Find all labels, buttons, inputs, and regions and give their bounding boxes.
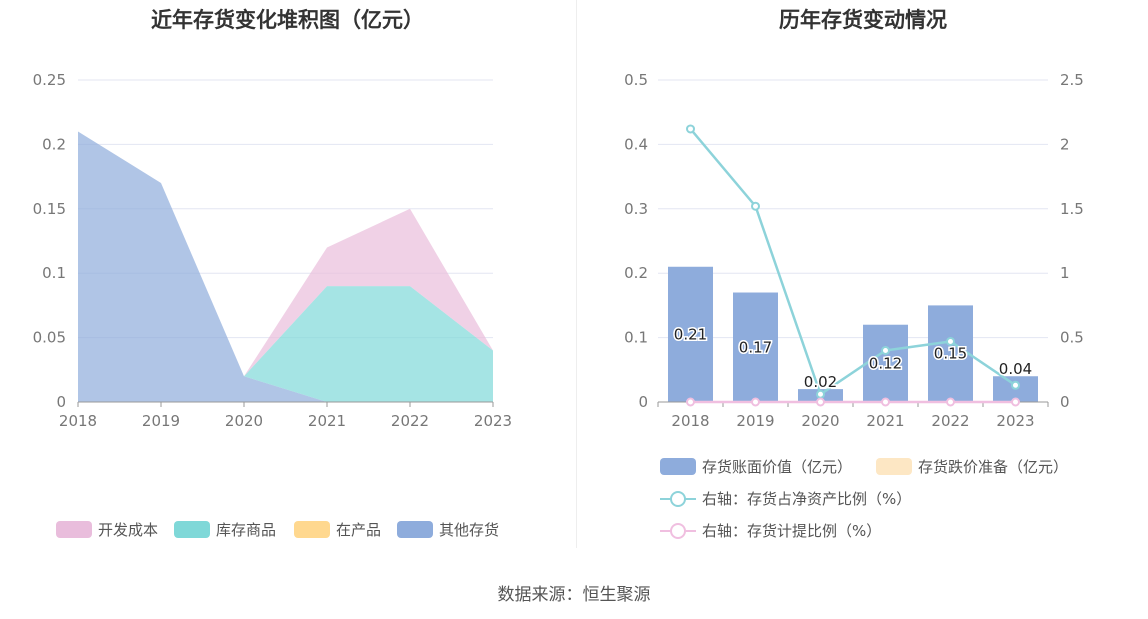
- area-series-3: [78, 131, 493, 377]
- y-tick-label: 0.1: [42, 264, 66, 282]
- x-tick-label: 2023: [474, 412, 512, 430]
- legend-swatch: [660, 490, 696, 507]
- x-tick-label: 2019: [736, 412, 774, 430]
- right-chart-title: 历年存货变动情况: [779, 8, 947, 32]
- line-point: [946, 397, 955, 407]
- bar: [733, 292, 778, 402]
- line-point: [946, 336, 955, 346]
- bar-line-chart: 0 0.1 0.2 0.3 0.4 0.5 0 0.5 1 1.5 2 2.5 2018 2019 2020…: [624, 71, 1084, 430]
- panel-divider: [576, 0, 577, 548]
- area-series-2: [78, 131, 493, 402]
- bar-value-label: 0.12: [869, 354, 902, 372]
- y2-tick-label: 2: [1060, 135, 1070, 153]
- legend-swatch: [660, 458, 696, 475]
- line-point: [751, 201, 760, 211]
- line-series-0: [689, 128, 1017, 397]
- legend-marker: [670, 523, 686, 539]
- bar-value-label: 0.15: [934, 345, 967, 363]
- legend-item[interactable]: 库存商品: [174, 519, 276, 540]
- y2-tick-label: 1: [1060, 264, 1070, 282]
- y2-tick-label: 0.5: [1060, 329, 1084, 347]
- x-tick-label: 2021: [866, 412, 904, 430]
- bar-value-label: 0.21: [674, 325, 707, 343]
- x-tick-label: 2023: [996, 412, 1034, 430]
- line-point: [686, 397, 695, 407]
- y-tick-label: 0.25: [33, 71, 66, 89]
- legend-label: 存货账面价值（亿元）: [702, 458, 853, 476]
- legend-swatch: [397, 521, 433, 538]
- bar: [668, 266, 713, 402]
- y-tick-label: 0.3: [624, 200, 648, 218]
- x-tick-label: 2018: [671, 412, 709, 430]
- line-point: [686, 124, 695, 134]
- x-tick-label: 2022: [391, 412, 429, 430]
- bar-value-label: 0.02: [804, 373, 837, 391]
- legend-swatch: [174, 521, 210, 538]
- y-tick-label: 0: [638, 393, 648, 411]
- line-point: [1011, 380, 1020, 390]
- y2-tick-label: 0: [1060, 393, 1070, 411]
- bar-line-chart-panel: 历年存货变动情况 0 0.1 0.2 0.3 0.4 0.5 0 0.5 1 1.5 2 2.5 201…: [578, 0, 1148, 560]
- legend-label: 其他存货: [439, 521, 500, 539]
- bar: [928, 305, 973, 402]
- legend-label: 右轴：存货占净资产比例（%）: [702, 490, 912, 508]
- bar: [863, 324, 908, 402]
- legend-item[interactable]: 右轴：存货占净资产比例（%）: [660, 488, 911, 509]
- x-tick-label: 2021: [308, 412, 346, 430]
- legend-label: 右轴：存货计提比例（%）: [702, 522, 882, 540]
- line-point: [1011, 397, 1020, 407]
- legend-label: 在产品: [336, 521, 382, 539]
- x-tick-label: 2018: [59, 412, 97, 430]
- y-tick-label: 0.1: [624, 329, 648, 347]
- legend-item[interactable]: 存货跌价准备（亿元）: [876, 456, 1068, 477]
- legend-item[interactable]: 右轴：存货计提比例（%）: [660, 520, 881, 541]
- legend-swatch: [294, 521, 330, 538]
- legend-marker: [670, 491, 686, 507]
- line-point: [751, 397, 760, 407]
- line-point: [881, 397, 890, 407]
- stacked-area-chart-panel: 近年存货变化堆积图（亿元） 0 0.05 0.1 0.15 0.2 0.25 2018 201…: [0, 0, 575, 560]
- y2-tick-label: 2.5: [1060, 71, 1084, 89]
- x-tick-label: 2020: [801, 412, 839, 430]
- legend-item[interactable]: 开发成本: [56, 519, 158, 540]
- x-tick-label: 2020: [225, 412, 263, 430]
- legend-item[interactable]: 其他存货: [397, 519, 499, 540]
- legend-item[interactable]: 在产品: [294, 519, 381, 540]
- y-tick-label: 0.4: [624, 135, 648, 153]
- legend-label: 开发成本: [98, 521, 159, 539]
- y-tick-label: 0: [56, 393, 66, 411]
- y-tick-label: 0.05: [33, 329, 66, 347]
- legend-swatch: [876, 458, 912, 475]
- legend-swatch: [56, 521, 92, 538]
- legend-swatch: [660, 522, 696, 539]
- bar-value-label: 0.17: [739, 338, 772, 356]
- line-point: [881, 345, 890, 355]
- x-tick-label: 2022: [931, 412, 969, 430]
- y-tick-label: 0.5: [624, 71, 648, 89]
- left-chart-title: 近年存货变化堆积图（亿元）: [151, 8, 424, 32]
- legend-label: 库存商品: [216, 521, 277, 539]
- y2-tick-label: 1.5: [1060, 200, 1084, 218]
- y-tick-label: 0.2: [624, 264, 648, 282]
- bar-value-label: 0.04: [999, 360, 1032, 378]
- data-source-note: 数据来源：恒生聚源: [497, 585, 651, 605]
- y-tick-label: 0.2: [42, 135, 66, 153]
- x-tick-label: 2019: [142, 412, 180, 430]
- line-point: [816, 389, 825, 399]
- stacked-area-chart: 0 0.05 0.1 0.15 0.2 0.25 2018 2019 2020 2021 2022 2…: [33, 71, 513, 430]
- legend-item[interactable]: 存货账面价值（亿元）: [660, 456, 852, 477]
- y-tick-label: 0.15: [33, 200, 66, 218]
- line-point: [816, 397, 825, 407]
- area-series-0: [78, 131, 493, 402]
- legend-label: 存货跌价准备（亿元）: [918, 458, 1069, 476]
